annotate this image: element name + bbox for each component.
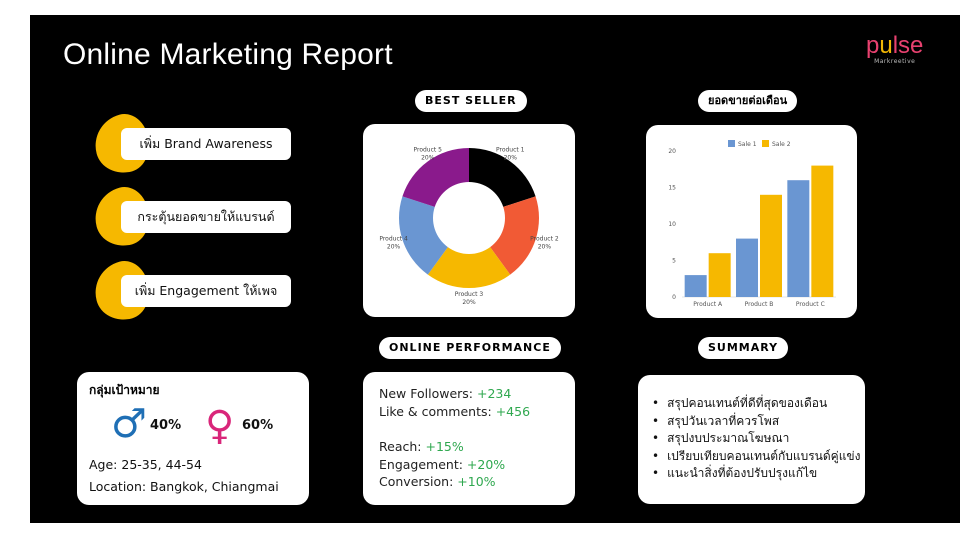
donut-slice <box>490 196 539 275</box>
donut-slice <box>427 247 511 289</box>
female-icon: ♀ <box>205 403 235 449</box>
best-seller-heading: BEST SELLER <box>415 90 527 112</box>
summary-item: สรุปงบประมาณโฆษณา <box>652 430 861 448</box>
online-performance-heading: ONLINE PERFORMANCE <box>379 337 561 359</box>
metric-likes-comments: Like & comments: +456 <box>379 404 531 419</box>
goal-item: เพิ่ม Engagement ให้เพจ <box>121 275 291 307</box>
donut-slice-label: Product 4 <box>379 236 408 243</box>
donut-slice-label: Product 5 <box>413 146 442 153</box>
donut-slice <box>399 196 448 275</box>
target-audience-card: กลุ่มเป้าหมาย ♂ 40% ♀ 60% Age: 25-35, 44… <box>77 372 309 505</box>
donut-slice-value: 20% <box>421 154 435 161</box>
goal-item: เพิ่ม Brand Awareness <box>121 128 291 160</box>
y-tick-label: 10 <box>668 221 676 228</box>
goal-item: กระตุ้นยอดขายให้แบรนด์ <box>121 201 291 233</box>
brand-logo: pulse Markreetive <box>866 32 924 66</box>
donut-slice-value: 20% <box>538 244 552 251</box>
y-tick-label: 20 <box>668 148 676 155</box>
metric-engagement: Engagement: +20% <box>379 457 506 472</box>
summary-list: สรุปคอนเทนต์ที่ดีที่สุดของเดือน สรุปวันเ… <box>652 395 861 483</box>
x-tick-label: Product C <box>796 301 825 308</box>
best-seller-donut-chart: Product 120%Product 220%Product 320%Prod… <box>379 146 559 306</box>
legend-label: Sale 1 <box>738 141 757 148</box>
bar <box>708 253 731 297</box>
y-tick-label: 15 <box>668 185 676 192</box>
summary-card: สรุปคอนเทนต์ที่ดีที่สุดของเดือน สรุปวันเ… <box>638 375 865 504</box>
summary-item: สรุปวันเวลาที่ควรโพส <box>652 413 861 431</box>
bar <box>787 180 810 297</box>
monthly-sales-card: 0 5 10 15 20 Product A Product B Product C Sale … <box>646 125 857 318</box>
summary-item: แนะนำสิ่งที่ต้องปรับปรุงแก้ไข <box>652 465 861 483</box>
donut-slice <box>402 148 469 207</box>
summary-heading: SUMMARY <box>698 337 789 359</box>
target-location: Location: Bangkok, Chiangmai <box>89 479 279 494</box>
bar <box>760 194 782 297</box>
legend-label: Sale 2 <box>772 141 791 148</box>
monthly-sales-bar-chart: 0 5 10 15 20 Product A Product B Product C Sale … <box>668 140 836 308</box>
y-tick-label: 0 <box>672 294 676 301</box>
female-percentage: 60% <box>242 418 274 433</box>
x-tick-label: Product A <box>693 301 723 308</box>
summary-item: สรุปคอนเทนต์ที่ดีที่สุดของเดือน <box>652 395 861 413</box>
bar <box>811 165 834 297</box>
target-age: Age: 25-35, 44-54 <box>89 457 202 472</box>
bar <box>684 275 707 297</box>
summary-item: เปรียบเทียบคอนเทนต์กับแบรนด์คู่แข่ง <box>652 448 860 466</box>
donut-slice-value: 20% <box>387 244 401 251</box>
monthly-sales-heading: ยอดขายต่อเดือน <box>698 90 798 112</box>
logo-wordmark: pulse <box>866 32 924 59</box>
best-seller-card: Product 1 20% Product 2 20% Product 3 20% Prod… <box>363 124 575 317</box>
page-title: Online Marketing Report <box>63 38 393 71</box>
metric-conversion: Conversion: +10% <box>379 474 496 489</box>
donut-slice-label: Product 3 <box>455 291 484 298</box>
donut-slice-value: 20% <box>504 154 518 161</box>
logo-subtitle: Markreetive <box>874 58 916 65</box>
bar <box>736 238 758 297</box>
metric-new-followers: New Followers: +234 <box>379 386 512 401</box>
metric-reach: Reach: +15% <box>379 439 464 454</box>
donut-slice-label: Product 1 <box>496 146 525 153</box>
male-icon: ♂ <box>111 401 147 447</box>
donut-slice <box>469 148 536 207</box>
donut-slice-label: Product 2 <box>530 236 559 243</box>
donut-slice-value: 20% <box>462 299 476 306</box>
target-title: กลุ่มเป้าหมาย <box>89 383 160 397</box>
x-tick-label: Product B <box>745 301 774 308</box>
male-percentage: 40% <box>150 418 182 433</box>
y-tick-label: 5 <box>672 258 676 265</box>
legend-swatch <box>728 140 735 147</box>
online-performance-card: New Followers: +234 Like & comments: +45… <box>363 372 575 505</box>
legend-swatch <box>762 140 769 147</box>
